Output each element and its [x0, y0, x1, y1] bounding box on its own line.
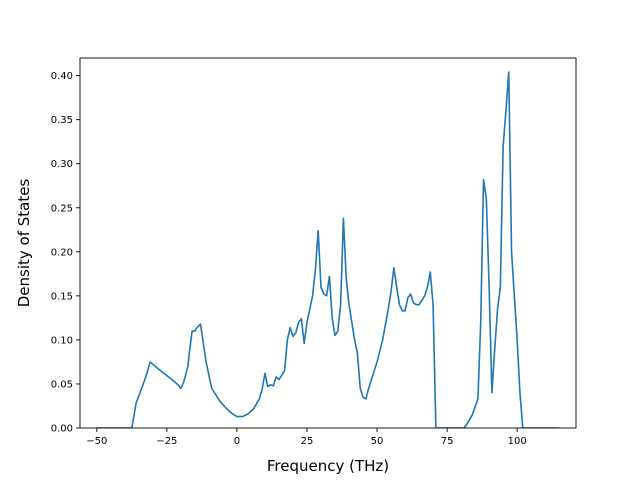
- axes-frame: [79, 57, 577, 429]
- y-tick-label: 0.00: [51, 424, 73, 435]
- x-tick-label: 0: [234, 436, 240, 447]
- x-tick-label: −25: [156, 436, 177, 447]
- y-tick-label: 0.25: [51, 203, 73, 214]
- y-tick-label: 0.40: [51, 71, 73, 82]
- x-axis: −50 −25 0 25 50 75 100: [86, 428, 527, 447]
- y-axis: 0.00 0.05 0.10 0.15 0.20 0.25 0.30 0.35 0.40: [51, 71, 80, 435]
- x-tick-label: −50: [86, 436, 107, 447]
- x-tick-label: 75: [441, 436, 454, 447]
- y-tick-label: 0.30: [51, 159, 73, 170]
- y-tick-label: 0.15: [51, 291, 73, 302]
- series-line: [96, 71, 560, 428]
- y-tick-label: 0.20: [51, 247, 73, 258]
- x-tick-label: 100: [508, 436, 527, 447]
- x-axis-label: Frequency (THz): [267, 457, 389, 475]
- y-tick-label: 0.05: [51, 379, 73, 390]
- x-tick-label: 25: [301, 436, 314, 447]
- y-tick-label: 0.35: [51, 115, 73, 126]
- y-axis-label: Density of States: [15, 179, 33, 308]
- x-tick-label: 50: [371, 436, 384, 447]
- y-tick-label: 0.10: [51, 335, 73, 346]
